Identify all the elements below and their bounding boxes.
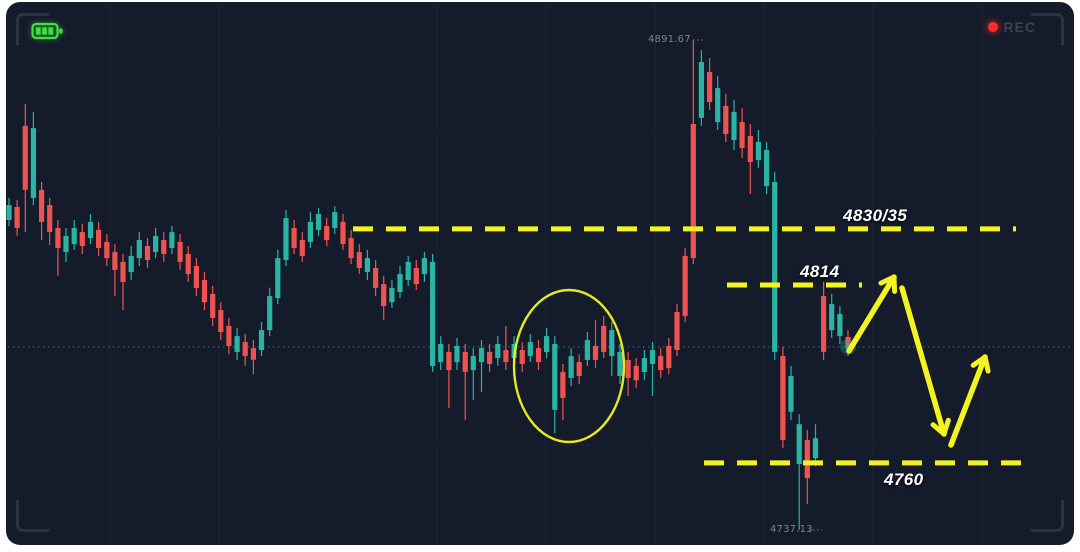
viewfinder-corner-top-left bbox=[16, 13, 49, 45]
ellipse-annotation[interactable] bbox=[512, 288, 626, 444]
grid-lines bbox=[6, 2, 1074, 545]
viewfinder-corner-bottom-left bbox=[16, 500, 49, 532]
candles-group bbox=[6, 40, 851, 530]
rec-indicator: REC bbox=[988, 19, 1036, 35]
viewfinder-corner-bottom-right bbox=[1031, 500, 1064, 532]
projection-arrow-3[interactable] bbox=[948, 354, 991, 448]
rec-label: REC bbox=[1003, 19, 1036, 35]
projection-arrow-2[interactable] bbox=[899, 285, 951, 437]
low-price-label: 4737.13 bbox=[770, 524, 813, 536]
high-price-label: 4891.67 bbox=[648, 34, 691, 46]
battery-icon bbox=[31, 22, 65, 40]
projection-arrow-1[interactable] bbox=[846, 274, 898, 354]
candlestick-chart[interactable] bbox=[6, 2, 1074, 545]
level-label-4830-35: 4830/35 bbox=[843, 205, 908, 225]
rec-dot-icon bbox=[988, 22, 999, 32]
chart-panel: 4830/35 4814 4760 4891.67 4737.13 REC bbox=[6, 2, 1074, 545]
level-label-4760: 4760 bbox=[884, 469, 924, 489]
viewfinder-corner-top-right bbox=[1031, 13, 1064, 45]
level-label-4814: 4814 bbox=[800, 262, 840, 282]
